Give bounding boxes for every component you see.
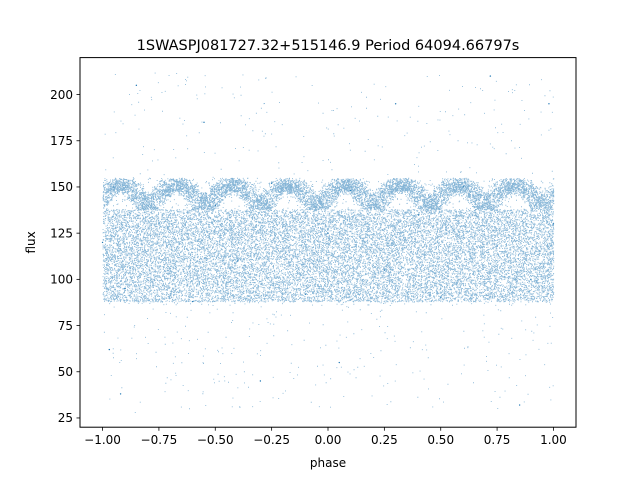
scatter-point	[518, 404, 521, 406]
scatter-point	[440, 297, 442, 299]
scatter-point	[214, 204, 216, 207]
scatter-point	[192, 300, 194, 303]
y-tick-label: 100	[50, 273, 73, 287]
scatter-point	[394, 103, 397, 105]
scatter-point	[119, 393, 122, 395]
scatter-point	[124, 287, 126, 290]
y-tick-label: 75	[58, 319, 73, 333]
x-axis-label: phase	[310, 456, 346, 470]
scatter-point	[101, 241, 104, 244]
scatter-point	[338, 361, 340, 364]
scatter-point	[203, 121, 205, 123]
scatter-point	[489, 75, 492, 77]
x-tick-label: −1.00	[84, 433, 121, 447]
scatter-point	[496, 245, 498, 247]
x-tick-label: 1.00	[540, 433, 567, 447]
scatter-point	[462, 186, 464, 188]
scatter-point	[135, 84, 138, 87]
y-tick-label: 200	[50, 88, 73, 102]
y-tick-label: 25	[58, 411, 73, 425]
scatter-point	[270, 182, 273, 184]
x-tick-label: 0.50	[427, 433, 454, 447]
y-axis: 25 50 75 100 125 150 175 200	[50, 88, 80, 425]
chart-title: 1SWASPJ081727.32+515146.9 Period 64094.6…	[137, 38, 520, 54]
y-tick-label: 50	[58, 365, 73, 379]
x-tick-label: −0.25	[253, 433, 290, 447]
x-tick-label: 0.75	[484, 433, 511, 447]
x-tick-label: 0.25	[371, 433, 398, 447]
scatter-point	[327, 232, 329, 234]
scatter-point	[108, 348, 111, 351]
scatter-point	[548, 103, 550, 105]
y-tick-label: 175	[50, 134, 73, 148]
scatter-point	[113, 186, 115, 188]
x-tick-label: 0.00	[315, 433, 342, 447]
scatter-point	[237, 260, 239, 262]
plot-points	[101, 72, 555, 413]
y-tick-label: 150	[50, 180, 73, 194]
scatter-cloud	[102, 72, 555, 413]
y-tick-label: 125	[50, 226, 73, 240]
x-tick-label: −0.50	[197, 433, 234, 447]
scatter-point	[383, 269, 386, 271]
scatter-point	[349, 189, 352, 192]
scatter-point	[304, 293, 307, 295]
scatter-point	[417, 213, 419, 216]
scatter-point	[158, 223, 160, 225]
scatter-point	[552, 223, 555, 225]
y-axis-label: flux	[24, 231, 38, 253]
scatter-point	[259, 380, 262, 382]
x-tick-label: −0.75	[141, 433, 178, 447]
scatter-point	[530, 278, 532, 281]
x-axis: −1.00 −0.75 −0.50 −0.25 0.00 0.25 0.50 0.75 1.00	[84, 427, 567, 447]
